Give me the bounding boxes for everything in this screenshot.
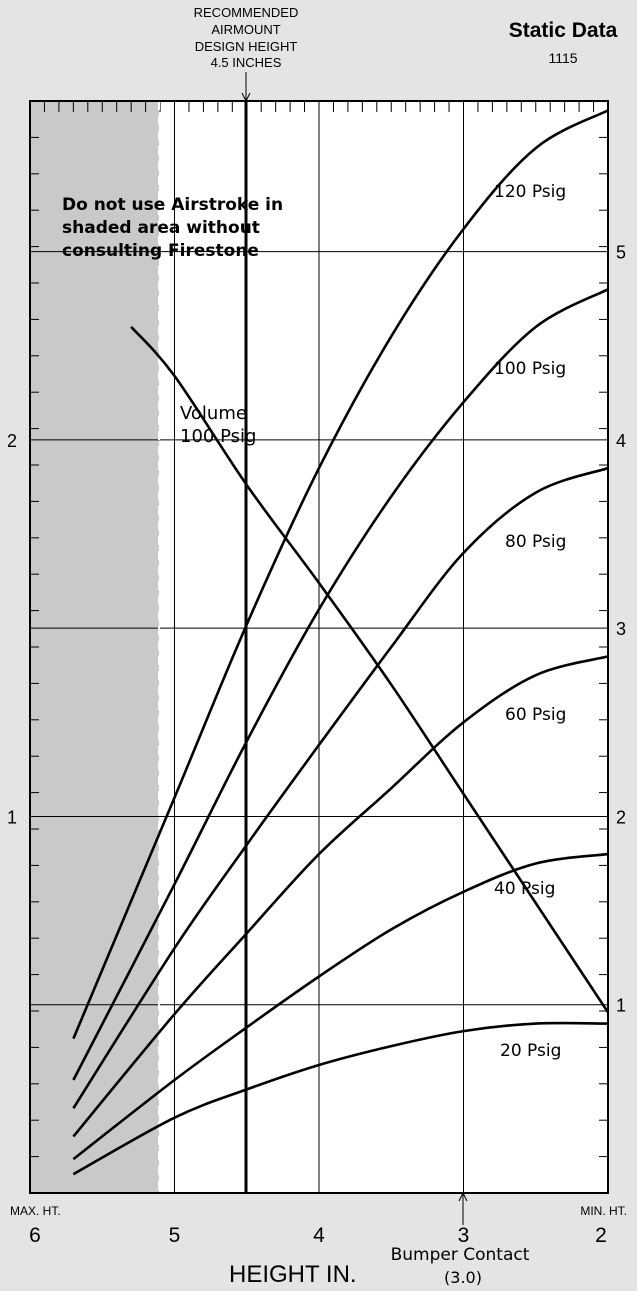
x-axis-label-5: 5 [169,1224,181,1247]
curve-40-psig [72,852,609,1161]
left-axis-label-1: 1 [7,807,17,827]
right-axis-label-3: 3 [616,619,626,639]
series-labels: 120 Psig 100 Psig 80 Psig 60 Psig 40 Psi… [494,182,566,1061]
curve-120-psig [72,109,609,1040]
right-axis-label-1: 1 [616,996,626,1016]
right-axis-label-4: 4 [616,431,626,451]
label-120-psig: 120 Psig [494,182,566,202]
design-height-arrow [241,72,251,103]
recommended-design-height-label: RECOMMENDED AIRMOUNT DESIGN HEIGHT 4.5 I… [194,5,299,70]
minor-ticks [30,101,608,1158]
volume-label-line-1: Volume [180,403,247,424]
chart-subtitle: 1115 [548,50,577,66]
right-axis-label-5: 5 [616,243,626,263]
volume-label-line-2: 100 Psig [180,426,256,447]
series-curves [72,109,610,1176]
grid-lines [30,101,608,1193]
chart-title: Static Data [509,19,618,42]
volume-label: Volume 100 Psig [180,403,256,447]
curve-volume-100-psig [130,326,610,1014]
recommended-line-4: 4.5 INCHES [211,55,282,70]
bumper-contact-value: (3.0) [444,1268,482,1287]
label-40-psig: 40 Psig [494,879,555,899]
max-height-label: MAX. HT. [10,1204,61,1218]
left-axis-label-2: 2 [7,431,17,451]
bumper-contact-arrow [458,1191,468,1225]
recommended-line-3: DESIGN HEIGHT [195,39,298,54]
x-axis-label-3: 3 [458,1224,470,1247]
warning-line-3: consulting Firestone [62,241,259,261]
min-height-label: MIN. HT. [580,1204,627,1218]
bumper-contact-label: Bumper Contact [391,1245,530,1265]
plot-frame [29,100,609,1194]
warning-note: Do not use Airstroke in shaded area with… [62,195,283,261]
label-100-psig: 100 Psig [494,359,566,379]
curve-80-psig [72,466,609,1109]
x-axis-label-4: 4 [313,1224,325,1247]
label-80-psig: 80 Psig [505,532,566,552]
label-20-psig: 20 Psig [500,1041,561,1061]
x-axis-label-2: 2 [595,1224,607,1247]
curve-20-psig [72,1021,609,1176]
recommended-line-1: RECOMMENDED [194,5,299,20]
shaded-region [30,101,159,1193]
x-axis-title: HEIGHT IN. [229,1261,357,1288]
right-axis-label-2: 2 [616,807,626,827]
curve-60-psig [72,655,609,1138]
warning-line-1: Do not use Airstroke in [62,195,283,215]
axis-tick-labels: 1 2 1 2 3 4 5 6 5 4 3 2 [7,243,626,1247]
label-60-psig: 60 Psig [505,705,566,725]
x-axis-label-6: 6 [29,1224,41,1247]
warning-line-2: shaded area without [62,218,260,238]
recommended-line-2: AIRMOUNT [211,22,280,37]
